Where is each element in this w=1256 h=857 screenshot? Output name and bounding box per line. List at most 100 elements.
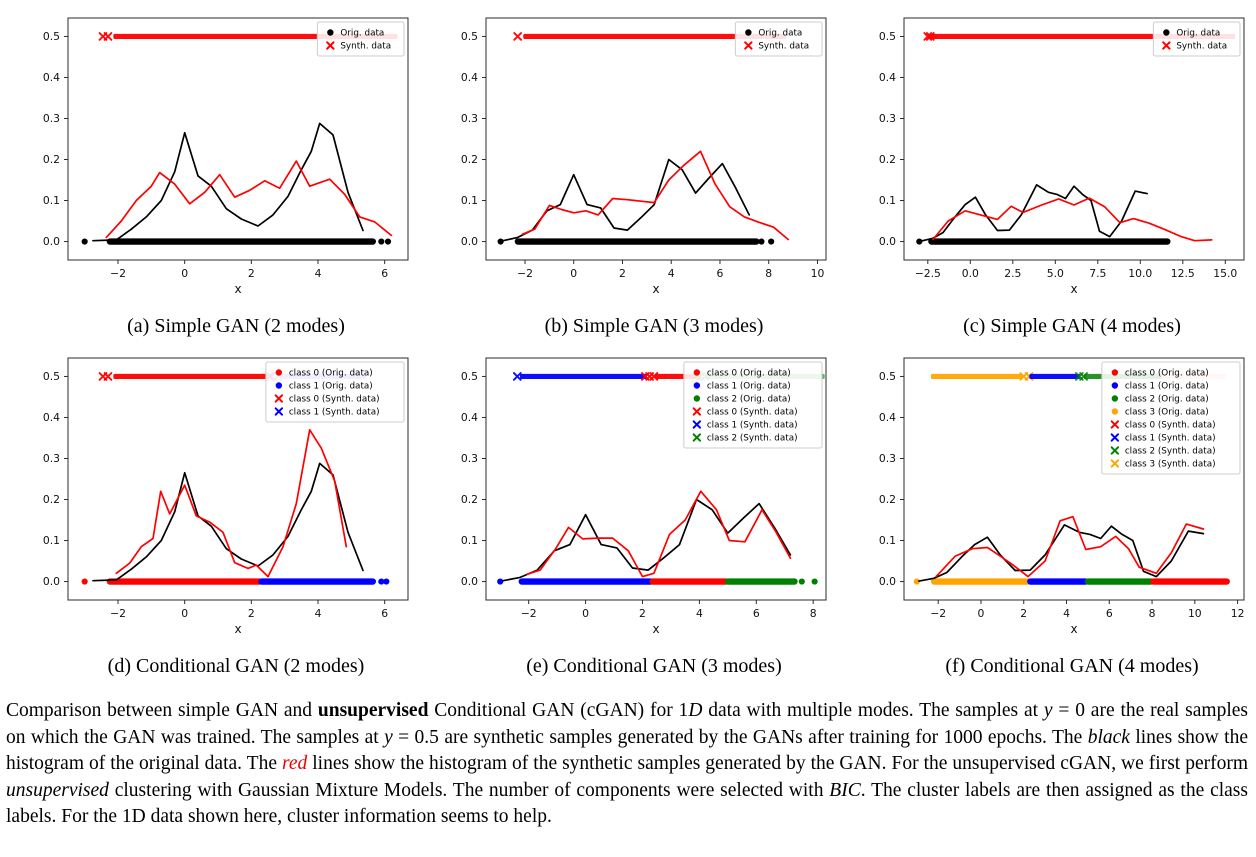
synth-hist-line (932, 197, 1213, 242)
legend-label: class 1 (Synth. data) (1125, 434, 1216, 444)
caption-span: red (281, 753, 308, 775)
y-tick-label: 0.5 (461, 370, 478, 383)
y-tick-label: 0.0 (43, 235, 60, 248)
charts-row-bottom: 0.0 0.1 0.2 0.3 0.4 0.5 −2 0 2 4 6 x class 0 (Orig. … (0, 348, 1256, 646)
x-tick-label: 0 (570, 267, 577, 280)
subcaption-row-top: (a) Simple GAN (2 modes) (b) Simple GAN … (0, 306, 1256, 348)
class1-orig-points-band (258, 578, 376, 585)
x-tick-label: 4 (315, 267, 322, 280)
x-tick-label: 4 (1063, 607, 1070, 620)
legend: class 0 (Orig. data) class 1 (Orig. data)… (265, 361, 405, 423)
axis-ticks: 0.0 0.1 0.2 0.3 0.4 0.5 −2 0 2 4 6 (43, 30, 388, 280)
x-tick-label: 12 (1231, 607, 1245, 620)
class1-synth-points-x (512, 372, 522, 381)
legend-dot-marker (1163, 29, 1170, 36)
axis-ticks: 0.0 0.1 0.2 0.3 0.4 0.5 −2 0 2 4 6 8 (461, 370, 817, 620)
x-tick-label: 6 (381, 267, 388, 280)
caption-span: lines show the histogram of the original… (6, 726, 1248, 775)
x-tick-label: −2 (110, 267, 126, 280)
y-tick-label: 0.0 (461, 235, 478, 248)
caption-span: = 0.5 are synthetic samples generated by… (392, 726, 1088, 748)
plot-a: 0.0 0.1 0.2 0.3 0.4 0.5 −2 0 2 4 6 x Orig. data Synth… (0, 8, 418, 306)
y-tick-label: 0.5 (879, 370, 896, 383)
legend-x-marker (692, 407, 702, 416)
line-layer (502, 490, 792, 582)
orig-data-points-dot (758, 238, 765, 245)
line-layer (92, 428, 364, 582)
x-axis-label: x (1070, 282, 1077, 296)
legend: Orig. data Synth. data (316, 21, 405, 57)
legend: class 0 (Orig. data) class 1 (Orig. data)… (1101, 361, 1241, 475)
orig-hist-line (92, 462, 364, 582)
y-tick-label: 0.3 (879, 452, 896, 465)
class1-orig-points-band (1027, 578, 1089, 585)
plot-f: 0.0 0.1 0.2 0.3 0.4 0.5 −2 0 2 4 6 8 10 12 x class 0 (O… (836, 348, 1254, 646)
plot-e: 0.0 0.1 0.2 0.3 0.4 0.5 −2 0 2 4 6 8 x class 0 (Orig.… (418, 348, 836, 646)
legend-label: class 0 (Synth. data) (1125, 421, 1216, 431)
legend-x-marker (692, 433, 702, 442)
legend: class 0 (Orig. data) class 1 (Orig. data)… (683, 361, 823, 449)
class2-orig-points-dot (811, 578, 818, 585)
y-tick-label: 0.0 (879, 575, 896, 588)
class0-orig-points-band (1150, 578, 1230, 585)
legend-x-marker (744, 41, 753, 50)
x-axis-label: x (652, 282, 659, 296)
synth-hist-line (935, 515, 1205, 578)
axis-ticks: 0.0 0.1 0.2 0.3 0.4 0.5 −2 0 2 4 6 8 10 (461, 30, 825, 280)
y-tick-label: 0.1 (43, 534, 60, 547)
caption-span: Comparison between simple GAN and (6, 700, 318, 721)
legend-label: class 0 (Synth. data) (707, 408, 798, 418)
synth-data-points-x (103, 32, 113, 41)
charts-row-top: 0.0 0.1 0.2 0.3 0.4 0.5 −2 0 2 4 6 x Orig. data Synth… (0, 8, 1256, 306)
figure-page: 0.0 0.1 0.2 0.3 0.4 0.5 −2 0 2 4 6 x Orig. data Synth… (0, 8, 1256, 828)
legend-dot-marker (693, 395, 701, 402)
caption-span: lines show the histogram of the syntheti… (307, 753, 1248, 775)
class2-orig-points-band (1084, 578, 1154, 585)
legend-dot-marker (1111, 395, 1119, 402)
x-tick-label: 2 (248, 607, 255, 620)
x-tick-label: 15.0 (1213, 267, 1237, 280)
legend-label: class 2 (Orig. data) (1125, 395, 1209, 405)
y-tick-label: 0.4 (879, 71, 896, 84)
x-axis-label: x (1070, 622, 1077, 636)
x-tick-label: 4 (668, 267, 675, 280)
legend-label: class 1 (Orig. data) (707, 382, 791, 392)
orig-data-points-band (106, 238, 377, 245)
x-tick-label: 2 (639, 607, 646, 620)
legend-dot-marker (1111, 408, 1119, 415)
subcaption-d: (d) Conditional GAN (2 modes) (107, 655, 365, 677)
x-tick-label: 6 (717, 267, 724, 280)
x-axis-label: x (652, 622, 659, 636)
legend-dot-marker (1111, 369, 1119, 376)
chart-conditional-gan-4-modes: 0.0 0.1 0.2 0.3 0.4 0.5 −2 0 2 4 6 8 10 12 x class 0 (O… (836, 348, 1254, 646)
subcaption-e: (e) Conditional GAN (3 modes) (526, 655, 782, 677)
legend-dot-marker (275, 369, 283, 376)
x-tick-label: −2 (521, 607, 537, 620)
orig-data-points-band (514, 238, 760, 245)
class0-orig-points-dot (81, 578, 88, 585)
legend-label: class 3 (Orig. data) (1125, 408, 1209, 418)
x-tick-label: 2 (619, 267, 626, 280)
y-tick-label: 0.2 (879, 493, 896, 506)
legend-label: class 1 (Synth. data) (707, 421, 798, 431)
x-tick-label: 8 (1149, 607, 1156, 620)
orig-data-points-dot (384, 238, 392, 245)
scatter-layer (81, 372, 390, 585)
x-tick-label: 6 (381, 607, 388, 620)
class1-orig-points-dot (383, 578, 390, 585)
x-tick-label: 10 (811, 267, 825, 280)
plot-b: 0.0 0.1 0.2 0.3 0.4 0.5 −2 0 2 4 6 8 10 x Orig. data Sy… (418, 8, 836, 306)
legend-label: Orig. data (340, 29, 384, 39)
orig-data-points-band (928, 238, 1171, 245)
orig-hist-line (920, 184, 1148, 242)
line-layer (918, 515, 1205, 582)
synth-data-points-x (923, 32, 933, 41)
legend-label: class 1 (Synth. data) (289, 408, 380, 418)
x-tick-label: 6 (753, 607, 760, 620)
plot-d: 0.0 0.1 0.2 0.3 0.4 0.5 −2 0 2 4 6 x class 0 (Orig. … (0, 348, 418, 646)
class0-synth-points-x (103, 372, 113, 381)
subcaption-c: (c) Simple GAN (4 modes) (963, 315, 1181, 337)
x-tick-label: 0 (181, 607, 188, 620)
legend-x-marker (692, 420, 702, 429)
axes-box (903, 17, 1245, 261)
